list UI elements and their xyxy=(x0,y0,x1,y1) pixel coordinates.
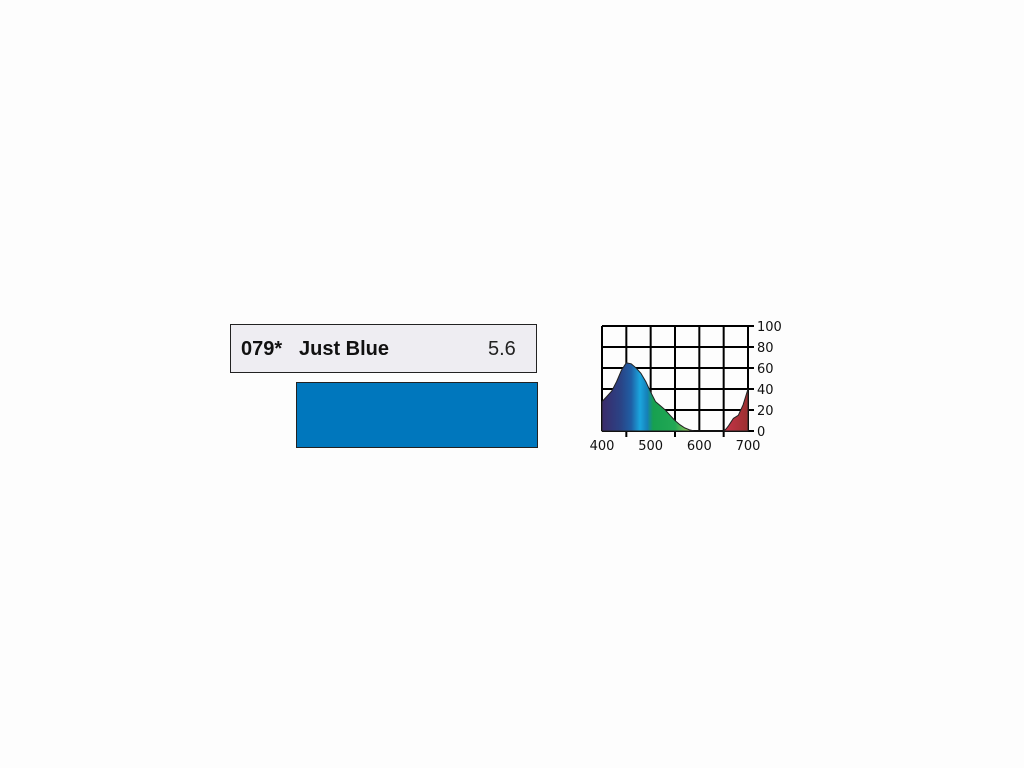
y-tick-label: 20 xyxy=(757,404,774,419)
y-tick-label: 0 xyxy=(757,425,765,440)
x-tick-label: 400 xyxy=(590,439,615,454)
transmission-curve xyxy=(601,362,749,432)
filter-label: 079* Just Blue 5.6 xyxy=(230,324,537,373)
filter-code: 079* xyxy=(241,338,283,360)
y-tick-label: 100 xyxy=(757,320,782,335)
filter-value: 5.6 xyxy=(488,338,516,360)
filter-name: Just Blue xyxy=(299,338,390,360)
y-tick-label: 40 xyxy=(757,383,774,398)
color-swatch xyxy=(296,382,538,448)
x-tick-label: 600 xyxy=(687,439,712,454)
x-tick-label: 700 xyxy=(736,439,761,454)
y-tick-label: 80 xyxy=(757,341,774,356)
y-tick-label: 60 xyxy=(757,362,774,377)
x-tick-label: 500 xyxy=(638,439,663,454)
